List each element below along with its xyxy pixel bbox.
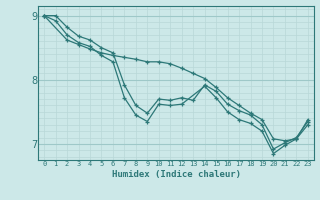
- X-axis label: Humidex (Indice chaleur): Humidex (Indice chaleur): [111, 170, 241, 179]
